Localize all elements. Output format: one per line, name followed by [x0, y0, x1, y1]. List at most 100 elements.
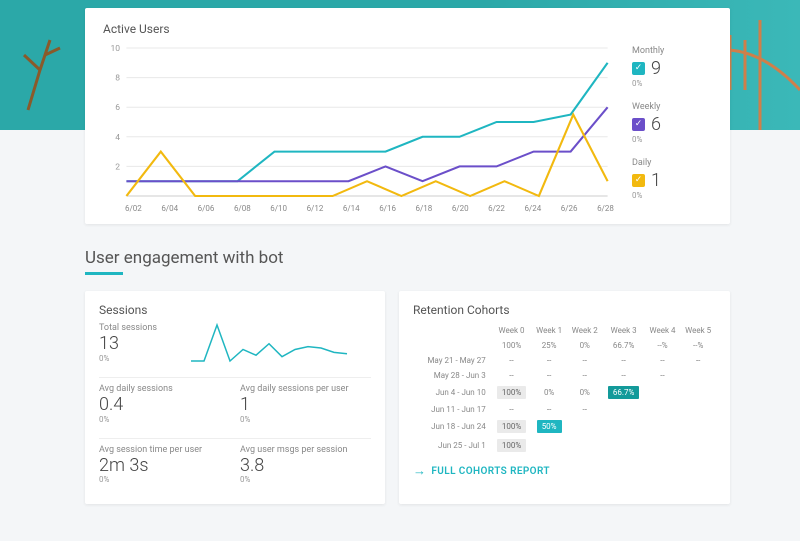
- x-axis-label: 6/24: [524, 204, 541, 213]
- cohort-cell: --: [645, 353, 681, 368]
- sessions-sparkline: [167, 323, 371, 371]
- cohort-cell: 100%: [492, 436, 532, 455]
- metric-value: 2m 3s: [99, 456, 230, 476]
- cohort-row-label: Jun 4 - Jun 10: [413, 383, 492, 402]
- legend-item-monthly: Monthly ✓ 9 0%: [632, 46, 712, 88]
- cohort-cell: --: [680, 353, 716, 368]
- cohorts-card: Retention Cohorts Week 0Week 1Week 2Week…: [399, 291, 730, 504]
- x-axis-label: 6/02: [125, 204, 142, 213]
- metric-avg-daily-sessions-per-user: Avg daily sessions per user 1 0%: [240, 384, 371, 424]
- cohort-col-header: Week 5: [680, 323, 716, 338]
- active-users-title: Active Users: [103, 22, 712, 36]
- svg-text:8: 8: [115, 74, 120, 84]
- legend-value: 6: [651, 114, 661, 135]
- arrow-right-icon: →: [413, 463, 426, 479]
- cohort-summary-cell: --%: [645, 338, 681, 353]
- cohort-summary-cell: 25%: [531, 338, 567, 353]
- metric-label: Avg daily sessions per user: [240, 384, 371, 394]
- cohort-cell: --: [567, 353, 603, 368]
- x-axis-label: 6/08: [234, 204, 251, 213]
- divider: [99, 438, 371, 439]
- cohort-cell: [603, 417, 645, 436]
- cohort-col-header: Week 2: [567, 323, 603, 338]
- x-axis-label: 6/18: [416, 204, 433, 213]
- cohort-row-label: May 21 - May 27: [413, 353, 492, 368]
- cohort-cell: [567, 436, 603, 455]
- cohort-row: Jun 4 - Jun 10100%0%0%66.7%: [413, 383, 716, 402]
- cohort-cell: [531, 436, 567, 455]
- cohort-cell: --: [603, 353, 645, 368]
- cohort-cell: [603, 402, 645, 417]
- legend-value: 1: [651, 170, 661, 191]
- cohort-cell: [680, 368, 716, 383]
- legend-checkbox[interactable]: ✓: [632, 118, 645, 131]
- active-users-legend: Monthly ✓ 9 0% Weekly ✓ 6 0% Daily ✓ 1 0…: [632, 42, 712, 214]
- cohorts-table: Week 0Week 1Week 2Week 3Week 4Week 5100%…: [413, 323, 716, 455]
- x-axis-label: 6/10: [270, 204, 287, 213]
- report-link-text: FULL COHORTS REPORT: [431, 466, 550, 477]
- svg-text:2: 2: [115, 163, 120, 173]
- sessions-title: Sessions: [99, 303, 371, 317]
- x-axis-label: 6/20: [452, 204, 469, 213]
- sessions-total: Total sessions 13 0%: [99, 323, 157, 363]
- legend-value: 9: [651, 58, 661, 79]
- cohort-cell: [680, 402, 716, 417]
- cohort-cell: [680, 436, 716, 455]
- full-cohorts-report-link[interactable]: → FULL COHORTS REPORT: [413, 463, 716, 479]
- cohort-cell: [680, 417, 716, 436]
- cohort-cell: 100%: [492, 417, 532, 436]
- cohort-cell: [645, 417, 681, 436]
- cohort-col-header: Week 1: [531, 323, 567, 338]
- cohort-cell: --: [531, 368, 567, 383]
- metric-label: Avg daily sessions: [99, 384, 230, 394]
- cohort-cell: --: [567, 402, 603, 417]
- cohort-cell: [645, 402, 681, 417]
- cohort-cell: --: [492, 353, 532, 368]
- metric-avg-msgs-per-session: Avg user msgs per session 3.8 0%: [240, 445, 371, 485]
- cohort-summary-cell: 100%: [492, 338, 532, 353]
- cohort-cell: 0%: [567, 383, 603, 402]
- cohort-row-label: Jun 11 - Jun 17: [413, 402, 492, 417]
- metric-sub: 0%: [240, 475, 371, 484]
- active-users-chart: 246810 6/026/046/066/086/106/126/146/166…: [103, 42, 614, 214]
- engagement-header: User engagement with bot: [85, 248, 730, 268]
- cohort-cell: --: [567, 368, 603, 383]
- legend-item-daily: Daily ✓ 1 0%: [632, 158, 712, 200]
- cohort-summary-cell: --%: [680, 338, 716, 353]
- cohort-cell: [645, 383, 681, 402]
- cohort-cell: 66.7%: [603, 383, 645, 402]
- cohort-cell: --: [492, 368, 532, 383]
- x-axis-label: 6/14: [343, 204, 360, 213]
- cohort-cell: --: [492, 402, 532, 417]
- metric-sub: 0%: [99, 354, 157, 363]
- cohort-row-label: May 28 - Jun 3: [413, 368, 492, 383]
- x-axis-label: 6/12: [307, 204, 324, 213]
- cohort-col-header: Week 0: [492, 323, 532, 338]
- cohort-cell: --: [531, 402, 567, 417]
- x-axis-label: 6/22: [488, 204, 505, 213]
- cohort-col-header: Week 4: [645, 323, 681, 338]
- legend-label: Weekly: [632, 102, 712, 112]
- legend-checkbox[interactable]: ✓: [632, 62, 645, 75]
- engagement-underline: [85, 272, 123, 275]
- cohort-row-label: Jun 18 - Jun 24: [413, 417, 492, 436]
- cohort-row: May 21 - May 27------------: [413, 353, 716, 368]
- x-axis-label: 6/26: [561, 204, 578, 213]
- divider: [99, 377, 371, 378]
- metric-label: Avg user msgs per session: [240, 445, 371, 455]
- metric-value: 13: [99, 334, 157, 354]
- svg-text:4: 4: [115, 133, 120, 143]
- legend-checkbox[interactable]: ✓: [632, 174, 645, 187]
- cohort-summary-cell: 66.7%: [603, 338, 645, 353]
- cohort-row: May 28 - Jun 3----------: [413, 368, 716, 383]
- legend-sub: 0%: [632, 135, 712, 144]
- cohort-summary-cell: 0%: [567, 338, 603, 353]
- cohort-cell: [680, 383, 716, 402]
- metric-sub: 0%: [99, 475, 230, 484]
- metric-value: 0.4: [99, 395, 230, 415]
- sessions-card: Sessions Total sessions 13 0% Avg daily …: [85, 291, 385, 504]
- legend-sub: 0%: [632, 191, 712, 200]
- cohort-row: Jun 11 - Jun 17------: [413, 402, 716, 417]
- metric-label: Total sessions: [99, 323, 157, 333]
- cohort-cell: --: [603, 368, 645, 383]
